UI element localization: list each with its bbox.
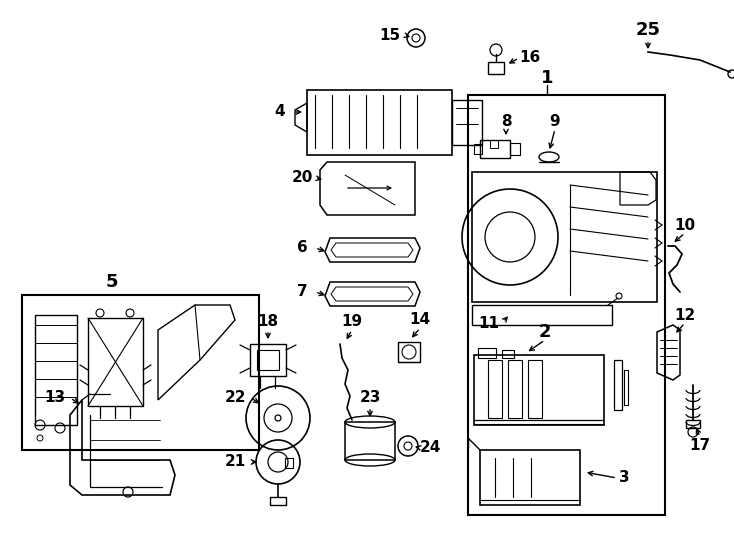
Text: 24: 24 [419, 441, 440, 456]
Text: 14: 14 [410, 313, 431, 327]
Bar [508, 360, 522, 418]
Bar [510, 143, 520, 155]
Text: 8: 8 [501, 114, 512, 130]
Text: 5: 5 [106, 273, 118, 291]
Text: 10: 10 [675, 218, 696, 233]
Bar [270, 497, 286, 505]
Bar [490, 140, 498, 148]
Text: 11: 11 [479, 315, 500, 330]
Bar [480, 140, 510, 158]
Bar [474, 355, 604, 425]
Text: 4: 4 [275, 105, 286, 119]
Bar [528, 360, 542, 418]
Bar [257, 350, 279, 370]
Bar [472, 305, 612, 325]
Bar [478, 348, 496, 358]
Text: 16: 16 [520, 51, 541, 65]
Text: 6: 6 [297, 240, 308, 255]
Bar [468, 95, 665, 515]
Bar [285, 458, 293, 468]
Bar [35, 315, 77, 425]
Bar [474, 144, 482, 154]
Text: 25: 25 [636, 21, 661, 39]
Text: 12: 12 [675, 307, 696, 322]
Bar [488, 360, 502, 418]
Bar [88, 318, 143, 406]
Bar [22, 295, 259, 450]
Text: 7: 7 [297, 285, 308, 300]
Text: 18: 18 [258, 314, 279, 329]
Bar [452, 100, 482, 145]
Text: 22: 22 [225, 390, 247, 406]
Text: 17: 17 [689, 437, 711, 453]
Bar [307, 90, 452, 155]
Text: 9: 9 [550, 114, 560, 130]
Text: 20: 20 [291, 171, 313, 186]
Text: 21: 21 [225, 455, 246, 469]
Text: 13: 13 [45, 390, 65, 406]
Bar [686, 420, 700, 428]
Bar [472, 172, 657, 302]
Bar [624, 370, 628, 405]
Bar [502, 350, 514, 358]
Bar [480, 450, 580, 505]
Text: 23: 23 [360, 390, 381, 406]
Bar [250, 344, 286, 376]
Text: 1: 1 [541, 69, 553, 87]
Bar [345, 422, 395, 460]
Bar [398, 342, 420, 362]
Text: 19: 19 [341, 314, 363, 329]
Bar [614, 360, 622, 410]
Text: 15: 15 [379, 28, 401, 43]
Text: 3: 3 [619, 470, 629, 485]
Bar [488, 62, 504, 74]
Text: 2: 2 [539, 323, 551, 341]
